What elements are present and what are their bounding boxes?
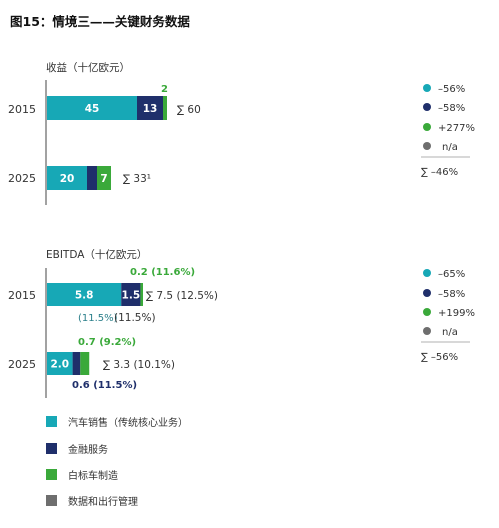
revenue-2015-finance-value-label: 13 — [143, 103, 158, 115]
revenue-change-data: n/a — [442, 142, 458, 153]
ebitda-2015-finance-bar — [121, 283, 141, 306]
ebitda-2015-auto-value-label: 5.8 — [75, 290, 94, 302]
revenue-2025-white-label-value-label: 7 — [100, 173, 107, 185]
ebitda-2025-white-label-bar — [80, 352, 90, 375]
ebitda-2015-white-label-label: 0.2 (11.6%) — [130, 267, 195, 278]
revenue-2015-auto-bar — [47, 96, 137, 120]
ebitda-change-total: ∑ –56% — [421, 352, 458, 363]
revenue-2025-auto-value-label: 20 — [60, 173, 75, 185]
legend-label-white-label: 白标车制造 — [68, 469, 118, 482]
legend-label-data: 数据和出行管理 — [68, 495, 138, 508]
figure-title: 图15：情境三——关键财务数据 — [10, 14, 190, 29]
revenue-title: 收益（十亿欧元） — [46, 61, 130, 74]
teal-dot-icon — [423, 84, 431, 92]
ebitda-2025-white-label-label: 0.7 (9.2%) — [78, 337, 136, 348]
ebitda-2015-margin-note-finance: (11.5%) — [114, 312, 156, 324]
ebitda-2015-white-label-bar — [140, 283, 143, 306]
legend-swatch-white-label — [46, 469, 57, 480]
ebitda-change-data: n/a — [442, 327, 458, 338]
ebitda-2025-finance-label: 0.6 (11.5%) — [72, 380, 137, 391]
revenue-year-2025: 2025 — [8, 172, 36, 185]
ebitda-2025-auto-bar — [47, 352, 73, 375]
green-dot-icon — [423, 123, 431, 131]
legend-swatch-data — [46, 495, 57, 506]
ebitda-change-auto: –65% — [438, 269, 465, 280]
ebitda-bars: 5.8 1.5 2.0 — [47, 283, 143, 375]
ebitda-change-white-label: +199% — [438, 308, 475, 319]
legend: 汽车销售（传统核心业务） 金融服务 白标车制造 数据和出行管理 — [46, 416, 188, 508]
ebitda-2025-total: ∑ 3.3 (10.1%) — [103, 359, 175, 371]
ebitda-year-2015: 2015 — [8, 289, 36, 302]
legend-label-finance: 金融服务 — [68, 443, 108, 456]
ebitda-2015-auto-bar — [47, 283, 122, 306]
revenue-2025-finance-bar — [87, 166, 97, 190]
revenue-2025-white-label-bar — [97, 166, 111, 190]
revenue-change-list: –56% –58% +277% n/a ∑ –46% — [421, 84, 475, 178]
ebitda-year-2025: 2025 — [8, 358, 36, 371]
green-dot-icon — [423, 308, 431, 316]
revenue-2015-white-label-label: 2 — [161, 84, 168, 95]
legend-swatch-auto — [46, 416, 57, 427]
navy-dot-icon — [423, 289, 431, 297]
revenue-year-2015: 2015 — [8, 103, 36, 116]
ebitda-2015-finance-value-label: 1.5 — [122, 290, 141, 302]
ebitda-2025-auto-value-label: 2.0 — [50, 359, 69, 371]
revenue-2015-auto-value-label: 45 — [85, 103, 100, 115]
revenue-2025-total: ∑ 33¹ — [123, 173, 151, 185]
ebitda-change-list: –65% –58% +199% n/a ∑ –56% — [421, 269, 475, 363]
revenue-2015-finance-bar — [137, 96, 163, 120]
ebitda-change-finance: –58% — [438, 289, 465, 300]
navy-dot-icon — [423, 103, 431, 111]
revenue-2015-total: ∑ 60 — [177, 104, 201, 116]
legend-swatch-finance — [46, 443, 57, 454]
ebitda-2015-margin-note-auto: (11.5%) — [78, 313, 118, 324]
ebitda-title: EBITDA（十亿欧元） — [46, 248, 147, 261]
gray-dot-icon — [423, 142, 431, 150]
teal-dot-icon — [423, 269, 431, 277]
ebitda-2025-finance-bar — [72, 352, 81, 375]
revenue-bars: 45 13 20 7 — [47, 96, 167, 190]
revenue-2025-auto-bar — [47, 166, 87, 190]
legend-label-auto: 汽车销售（传统核心业务） — [68, 416, 188, 429]
revenue-2015-white-label-bar — [163, 96, 167, 120]
gray-dot-icon — [423, 327, 431, 335]
revenue-change-auto: –56% — [438, 84, 465, 95]
revenue-change-finance: –58% — [438, 103, 465, 114]
ebitda-2015-total: ∑ 7.5 (12.5%) — [146, 290, 218, 302]
revenue-change-white-label: +277% — [438, 123, 475, 134]
revenue-change-total: ∑ –46% — [421, 167, 458, 178]
